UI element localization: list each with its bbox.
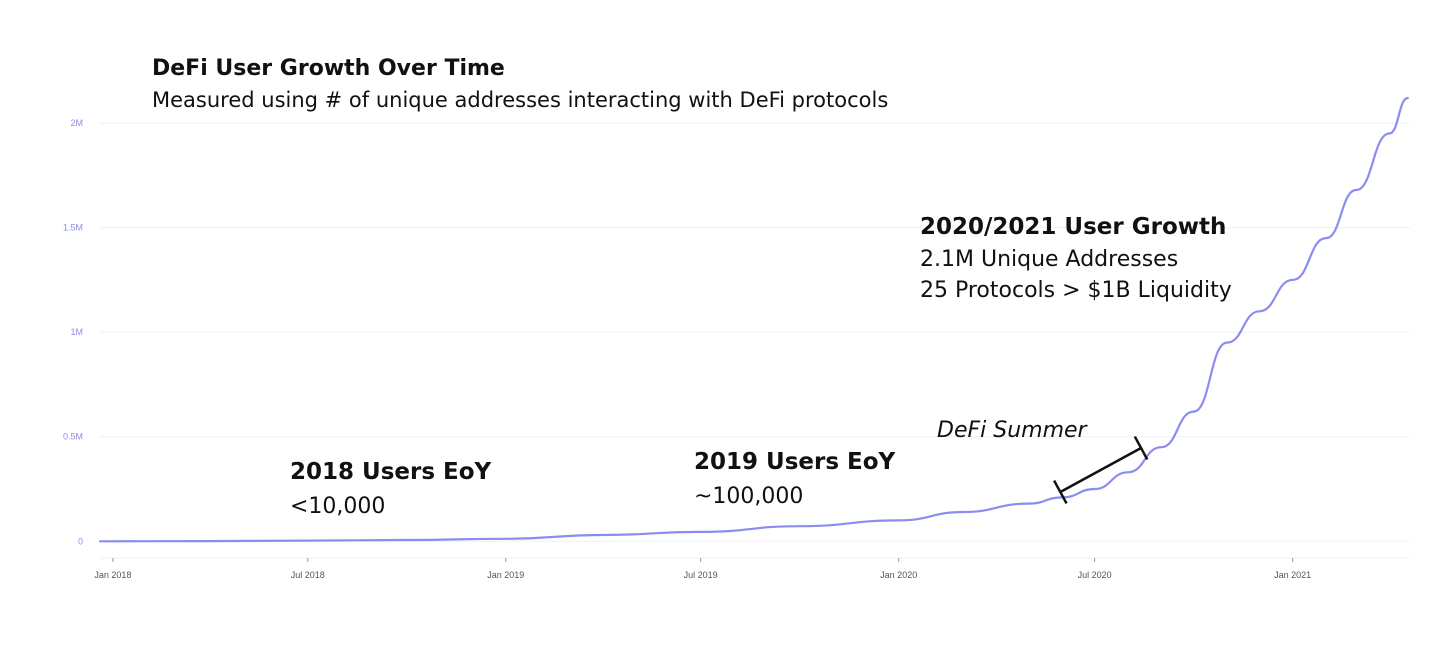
x-tick-label: Jul 2018 — [291, 570, 325, 580]
x-tick-label: Jul 2020 — [1078, 570, 1112, 580]
defi-summer-bracket — [1052, 435, 1149, 505]
bracket-cap-start — [1052, 479, 1068, 505]
annotation-2019: 2019 Users EoY ~100,000 — [694, 445, 895, 513]
annotation-growth-heading: 2020/2021 User Growth — [920, 214, 1227, 240]
annotation-2018: 2018 Users EoY <10,000 — [290, 455, 491, 523]
defi-summer-label: DeFi Summer — [937, 418, 1087, 443]
annotation-growth-line2: 25 Protocols > $1B Liquidity — [920, 277, 1232, 303]
x-axis: Jan 2018 Jul 2018 Jan 2019 Jul 2019 Jan 2020… — [94, 557, 1410, 580]
x-tick-label: Jul 2019 — [684, 570, 718, 580]
y-tick-label: 0 — [78, 536, 83, 546]
annotation-2019-heading: 2019 Users EoY — [694, 449, 896, 475]
x-tick-label: Jan 2021 — [1274, 570, 1311, 580]
chart-title: DeFi User Growth Over Time — [152, 56, 505, 81]
series-line — [98, 96, 1409, 543]
x-tick-label: Jan 2020 — [880, 570, 917, 580]
y-axis: 0 0.5M 1M 1.5M 2M — [63, 118, 83, 546]
x-tick-label: Jan 2018 — [94, 570, 131, 580]
bracket-cap-end — [1133, 435, 1149, 461]
annotation-2018-value: <10,000 — [290, 493, 386, 519]
y-tick-label: 1.5M — [63, 223, 83, 233]
x-tick-label: Jan 2019 — [487, 570, 524, 580]
annotation-growth: 2020/2021 User Growth 2.1M Unique Addres… — [920, 211, 1232, 306]
y-tick-label: 2M — [70, 118, 83, 128]
annotation-growth-line1: 2.1M Unique Addresses — [920, 246, 1179, 272]
annotation-2018-heading: 2018 Users EoY — [290, 459, 492, 485]
annotation-2019-value: ~100,000 — [694, 483, 804, 509]
y-tick-label: 0.5M — [63, 432, 83, 442]
y-tick-label: 1M — [70, 327, 83, 337]
chart-subtitle: Measured using # of unique addresses int… — [152, 88, 889, 112]
bracket-line — [1059, 446, 1142, 494]
